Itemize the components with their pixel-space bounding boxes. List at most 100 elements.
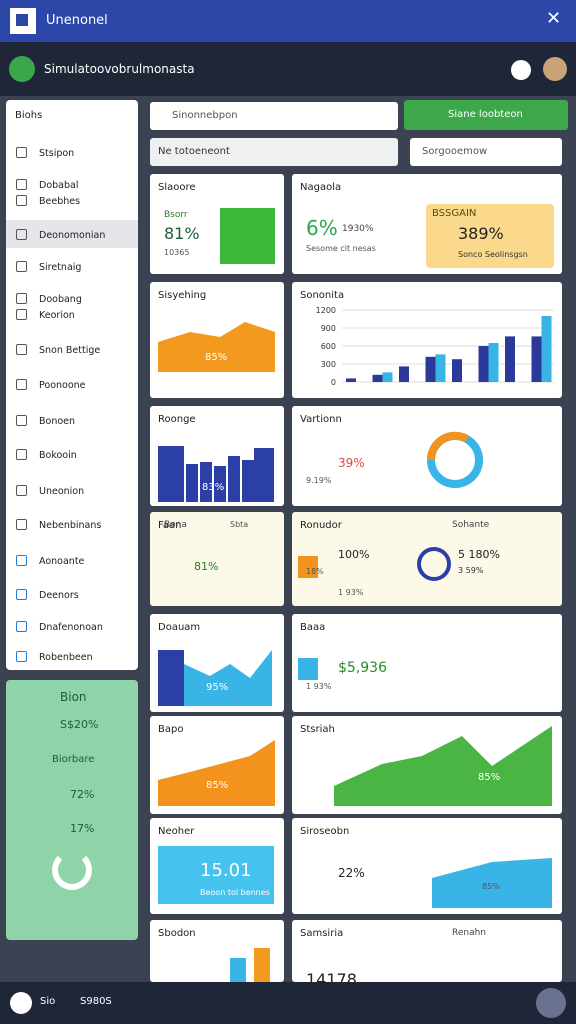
card-value: 6% [306,216,338,240]
app-title: Unenonel [46,13,108,28]
search-placeholder: Sinonnebpon [172,110,238,121]
card-graphic [426,431,483,488]
card-value: 39% [338,456,365,470]
bottom-icon[interactable] [10,992,32,1014]
nav-item: Bokooin [39,450,77,461]
card-sub: 85% [482,882,500,891]
decoration [298,658,318,680]
card: Sononita 0 300 600 900 1200 [292,282,562,398]
bar [531,336,542,382]
nav-icon [16,261,27,272]
app-bar: Unenonel ✕ [0,0,576,42]
card: Faan Bona 81% Sbta [150,512,284,606]
nav-item: Dobabal [39,180,79,191]
close-button[interactable]: ✕ [546,8,562,29]
card-label: Renahn [452,928,487,938]
nav-item: Siretnaig [39,262,82,273]
box-value: 5 180% [458,548,500,561]
nav-icon [16,229,27,240]
nav-item: Deonomonian [39,230,106,241]
toolbar-title: Simulatoovobrulmonasta [44,62,195,76]
card: Sisyehing 85% [150,282,284,398]
card-title: Ronudor [300,520,342,531]
card-title: Doauam [158,622,201,633]
bottom-bar: Sio S980S [0,982,576,1024]
nav-item: Deenors [39,590,79,601]
card-title: Samsiria [300,928,344,939]
card: Roonge 83% [150,406,284,506]
card-graphic [298,547,451,581]
nav-icon [16,379,27,390]
decoration [186,464,198,502]
sidebar-title: Biohs [15,110,43,121]
card-sub: 9.19% [306,476,332,485]
primary-button[interactable]: Siane loobteon [404,100,568,130]
y-tick-label: 900 [321,324,336,333]
decoration [254,948,270,982]
decoration [426,431,469,461]
toolbar: Simulatoovobrulmonasta [0,42,576,96]
user-avatar[interactable] [543,57,567,81]
filter-box[interactable]: Ne totoeneont [150,138,398,166]
search-box[interactable]: Sinonnebpon [150,102,398,130]
card-graphic [158,446,274,502]
card-sub: Beoon tol bennes [200,888,270,897]
card-graphic [220,208,275,264]
box-title: BSSGAIN [432,208,477,219]
logo [10,8,36,34]
search-2-placeholder: Sorgooemow [422,146,488,157]
nav-item: Aonoante [39,556,85,567]
card-note: 1 93% [338,588,364,597]
filter-label: Ne totoeneont [158,146,230,157]
nav-icon [16,449,27,460]
bar [399,366,409,382]
card: Bapo 85% [150,716,284,814]
card: Siroseobn 22% 85% [292,818,562,914]
bottom-label: Sio [40,996,56,1007]
nav-item: Poonoone [39,380,86,391]
decoration [417,547,451,581]
box-sub: Sonco Seolinsgsn [458,250,528,259]
nav-icon [16,344,27,355]
card-note: Sbta [230,520,249,529]
card-label: Bona [164,520,187,530]
card-value: 22% [338,866,365,880]
nav-item: Doobang [39,294,82,305]
card: Samsiria Renahn 14178 [292,920,562,989]
nav-item: Nebenbinans [39,520,102,531]
decoration [228,456,240,502]
decoration [184,650,272,706]
nav-item: Bonoen [39,416,76,427]
card-graphic [334,726,552,806]
decoration [242,460,254,502]
avatar-button[interactable] [511,60,531,80]
card: Stsriah 85% [292,716,562,814]
primary-button-label: Siane loobteon [448,109,523,120]
nav-icon [16,589,27,600]
nav-icon [16,621,27,632]
bar [505,336,515,382]
card-sub: Sesome cit nesas [306,244,376,253]
nav-icon [16,485,27,496]
bottom-status: S980S [80,996,112,1007]
card-title: Sbodon [158,928,196,939]
fab[interactable] [536,988,566,1018]
card-value: 100% [338,548,370,561]
card-graphic [158,322,275,372]
card-sub: 18% [306,567,324,576]
summary-item: Biorbare [52,754,95,765]
card-title: Sononita [300,290,345,301]
nav-icon [16,147,27,158]
y-tick-label: 1200 [316,306,336,315]
search-box-2[interactable]: Sorgooemow [410,138,562,166]
nav-icon [16,555,27,566]
card-title: Siroseobn [300,826,350,837]
card-value: $5,936 [338,660,387,676]
card-label: Sohante [452,520,490,530]
decoration [426,204,554,268]
refresh-icon[interactable] [52,850,92,890]
card-graphic [298,658,318,680]
decoration [432,858,552,908]
nav-active [6,220,138,248]
